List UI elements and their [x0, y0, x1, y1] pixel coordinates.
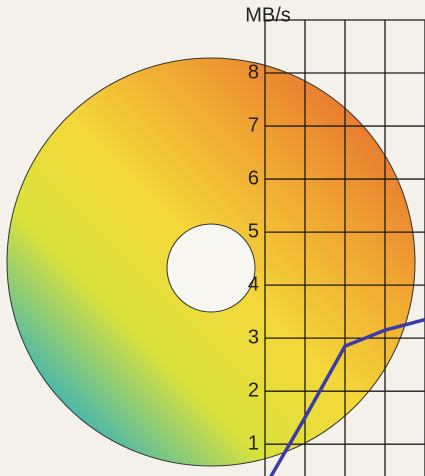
- y-tick-label: 5: [248, 220, 259, 242]
- y-tick-label: 7: [248, 114, 259, 136]
- y-tick-label: 2: [248, 379, 259, 401]
- y-tick-label: 6: [248, 167, 259, 189]
- disc-hole: [166, 223, 256, 313]
- y-tick-label: 8: [248, 61, 259, 83]
- y-tick-label: 1: [248, 432, 259, 454]
- y-tick-label: 3: [248, 326, 259, 348]
- y-tick-label: 4: [248, 273, 259, 295]
- data-line: [269, 317, 425, 476]
- y-axis-label: MB/s: [245, 4, 291, 26]
